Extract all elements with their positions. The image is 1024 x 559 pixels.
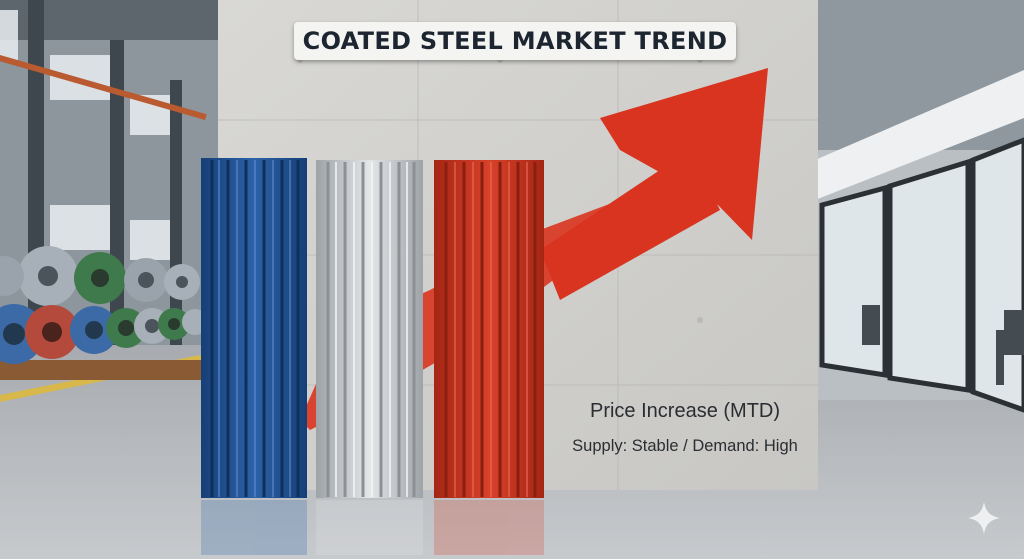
supply-demand-label: Supply: Stable / Demand: High <box>572 437 798 455</box>
sparkle-icon <box>968 502 1000 534</box>
red-steel-panel <box>434 160 544 498</box>
price-increase-label: Price Increase (MTD) <box>589 400 781 422</box>
steel-coils <box>0 246 210 380</box>
title-banner: COATED STEEL MARKET TREND <box>294 22 736 60</box>
silver-steel-panel <box>316 160 423 498</box>
floor-reflections <box>201 500 544 555</box>
blue-steel-panel <box>201 158 307 498</box>
office-furniture <box>862 305 1024 385</box>
left-windows <box>0 10 170 260</box>
